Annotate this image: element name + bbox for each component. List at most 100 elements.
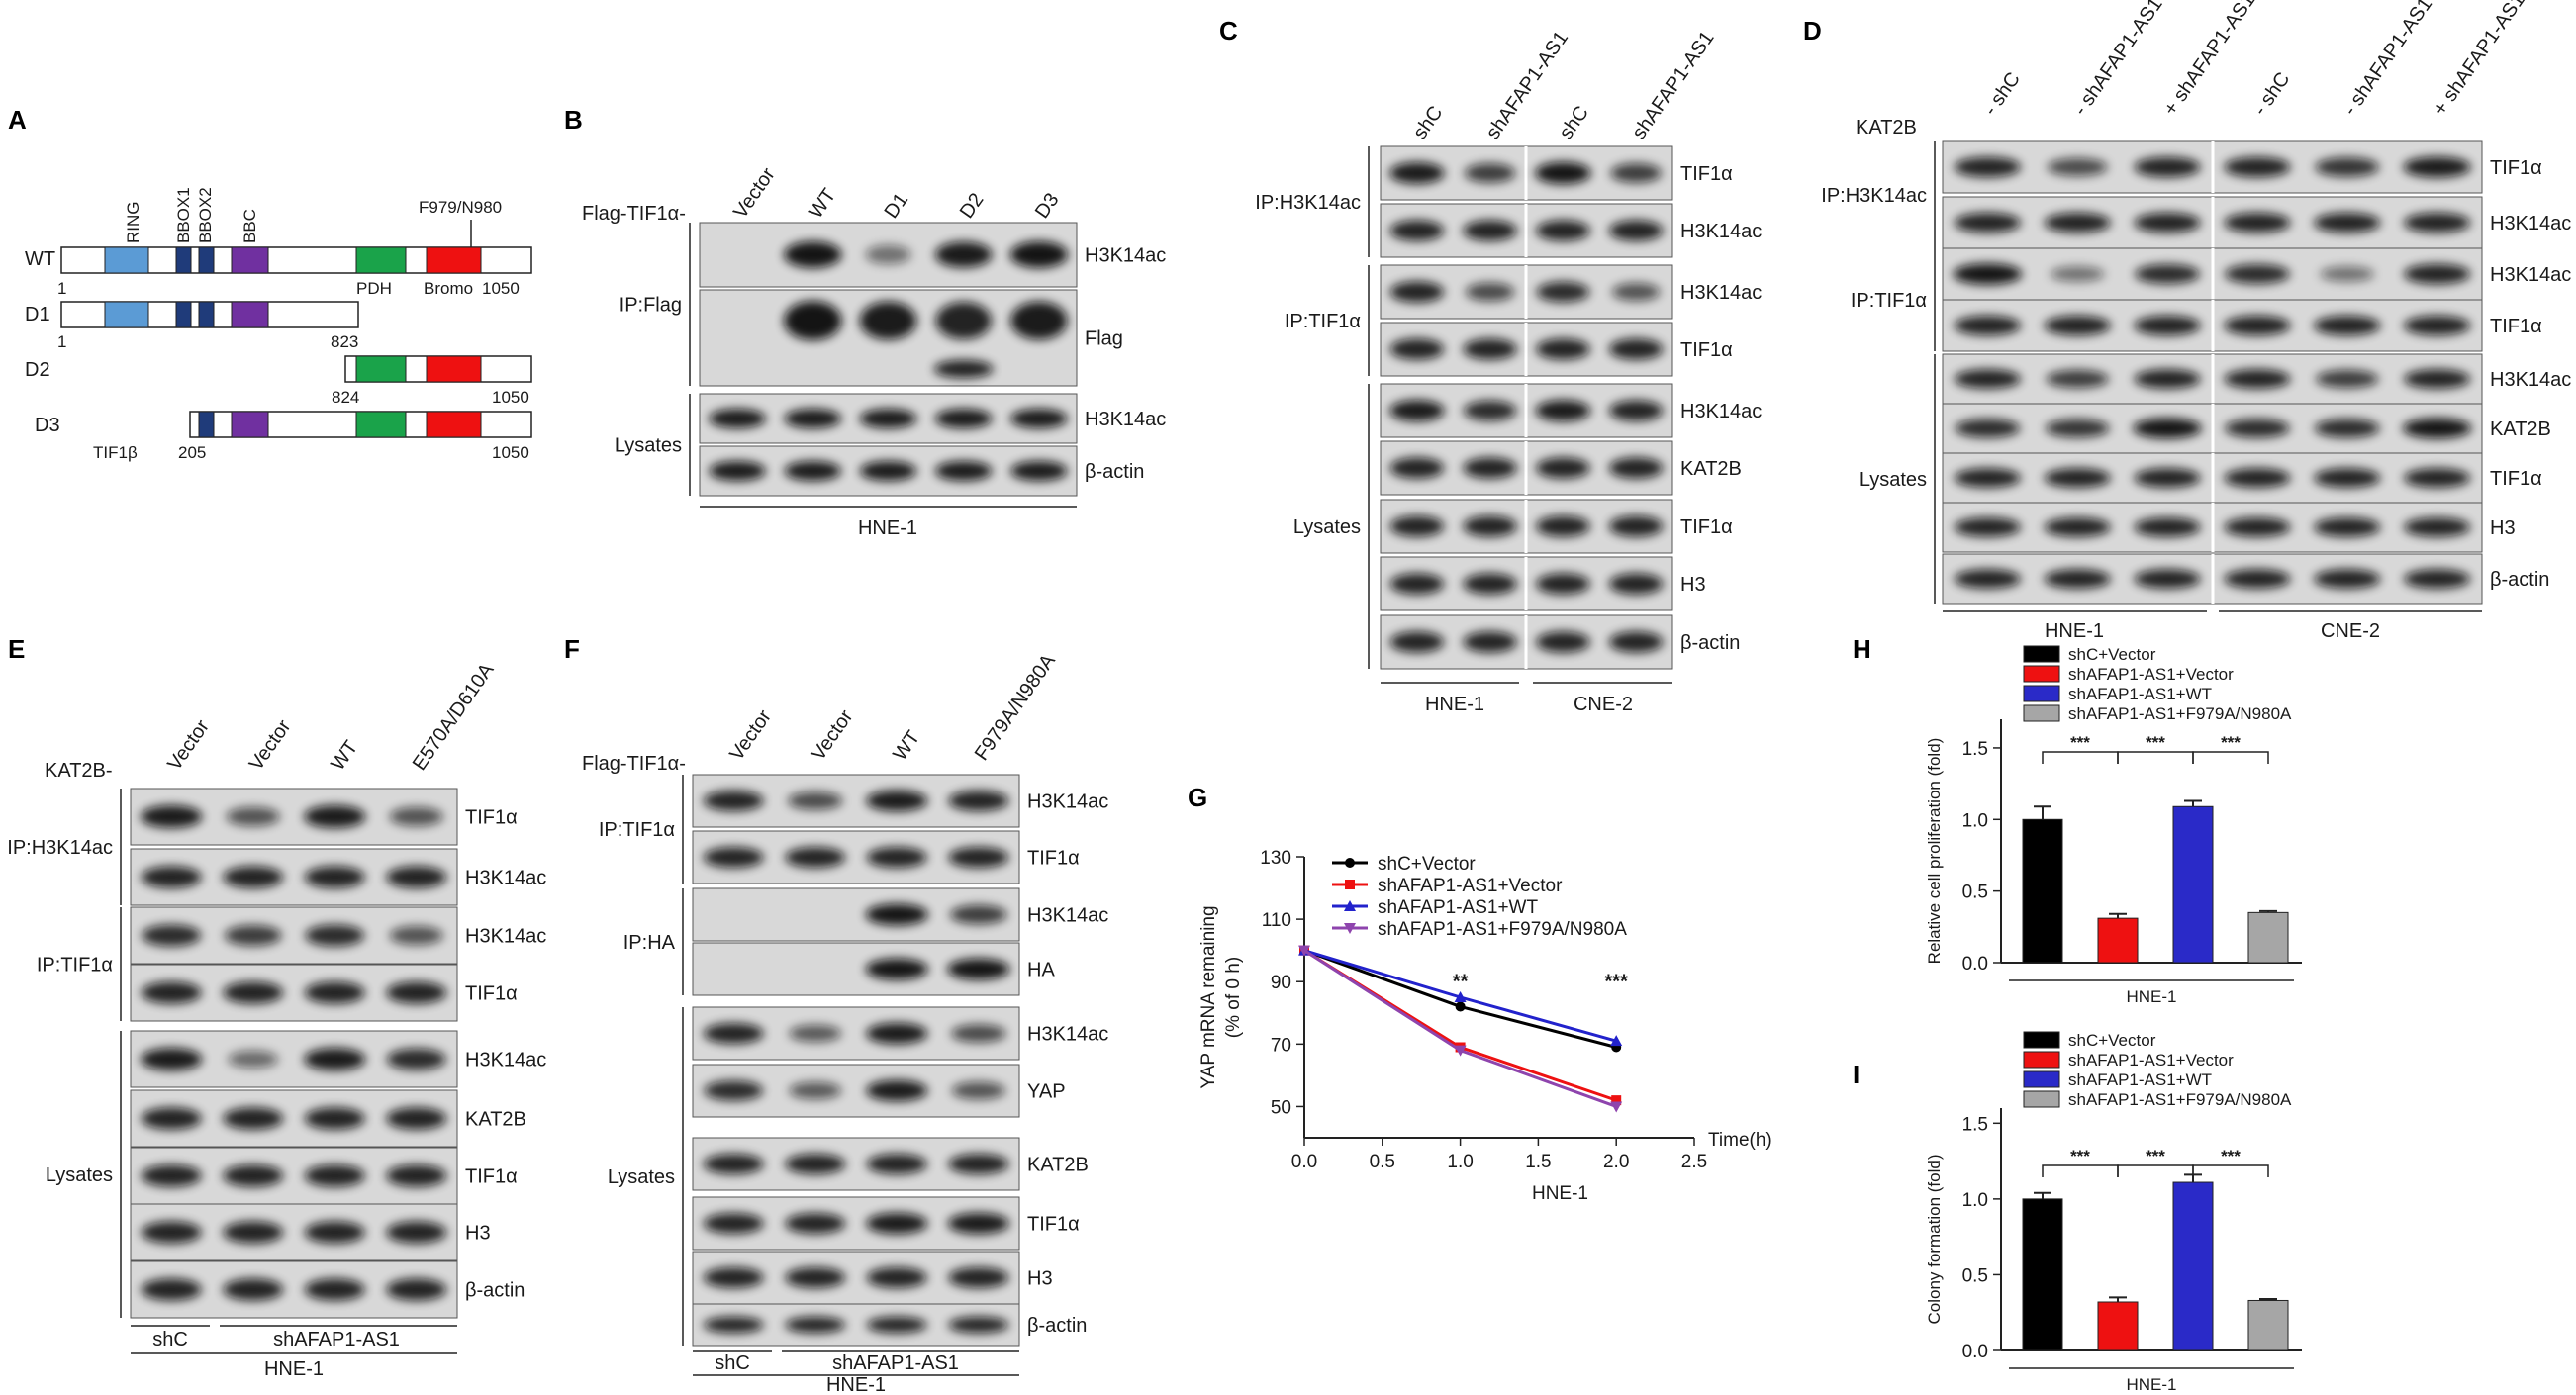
legend-label: shAFAP1-AS1+F979A/N980A <box>2068 1090 2292 1109</box>
blot-band <box>141 866 202 888</box>
bbox1-label: BBOX1 <box>174 187 193 243</box>
band-label: HA <box>1027 960 1055 981</box>
significance-bracket <box>2042 751 2119 764</box>
blot-band <box>1009 241 1069 268</box>
lane-label: D3 <box>1031 189 1064 223</box>
blot-band <box>784 241 842 268</box>
legend-label: shAFAP1-AS1+F979A/N980A <box>2068 704 2292 723</box>
row-label-wt: WT <box>25 248 55 270</box>
blot-band <box>224 925 282 946</box>
blot-band <box>784 301 842 340</box>
blot-band <box>1536 515 1590 537</box>
blot-band <box>2404 212 2471 233</box>
blot-band <box>2044 517 2111 537</box>
bromo-label: Bromo <box>424 279 473 298</box>
legend-label: shAFAP1-AS1+Vector <box>2068 1051 2234 1070</box>
blot-band <box>2404 315 2471 336</box>
bar <box>2097 1301 2139 1351</box>
blot-band <box>1954 156 2021 178</box>
domain-diagram: WT RING BBOX1 BBOX2 BBC F979/N980 PDH Br… <box>25 187 532 462</box>
blot-band <box>1608 220 1664 241</box>
legend-swatch <box>2023 645 2060 663</box>
band-label: KAT2B <box>2490 418 2551 440</box>
blot-band <box>228 1050 279 1069</box>
band-label: TIF1α <box>465 983 518 1005</box>
blot-band <box>2044 315 2111 336</box>
legend-marker <box>1344 900 1356 911</box>
wt-bbox1-domain <box>175 246 192 274</box>
blot-band <box>1389 400 1445 421</box>
blot-band <box>1608 457 1664 479</box>
lane-label: shAFAP1-AS1 <box>1628 28 1718 143</box>
blot-band <box>2044 212 2111 233</box>
significance-bracket <box>2117 1164 2194 1177</box>
d3-bbc-domain <box>231 411 269 438</box>
lane-label: - shC <box>1979 68 2024 120</box>
legend-swatch <box>2023 1051 2060 1069</box>
blot-band <box>1463 220 1517 241</box>
blot-band <box>785 1316 846 1334</box>
blot-band <box>866 1154 927 1174</box>
legend-label: shAFAP1-AS1+WT <box>1378 897 1538 918</box>
blot-band <box>304 866 365 888</box>
blot-band <box>947 958 1010 980</box>
d3-bbox2-domain <box>198 411 215 438</box>
band-label: H3K14ac <box>2490 369 2571 391</box>
blot-band <box>1389 162 1445 184</box>
y-tick-label: 1.5 <box>1962 739 1988 760</box>
blot-band <box>947 1212 1009 1235</box>
y-tick-label: 0.0 <box>1962 954 1988 975</box>
blot-band <box>1010 301 1068 340</box>
blot-band <box>1464 163 1516 183</box>
blot-band <box>2404 517 2471 537</box>
data-point <box>1454 1045 1467 1057</box>
group-label: Lysates <box>608 1166 675 1188</box>
band-label: H3K14ac <box>1085 409 1166 430</box>
lane-label: E570A/D610A <box>409 659 499 775</box>
blot-band <box>703 1023 764 1044</box>
significance-bracket <box>2192 1164 2269 1177</box>
band-label: TIF1α <box>2490 316 2542 337</box>
blot-band <box>223 1107 284 1130</box>
band-label: YAP <box>1027 1081 1066 1103</box>
blot-band <box>1389 281 1445 303</box>
legend-label: shAFAP1-AS1+Vector <box>1378 876 1563 896</box>
significance-label: *** <box>2221 1147 2241 1165</box>
band-label: H3 <box>1680 574 1706 596</box>
d1-end-label: 823 <box>331 332 358 351</box>
lane-label: shC <box>1555 102 1592 143</box>
band-label: TIF1α <box>1680 163 1733 185</box>
band-label: TIF1α <box>1680 339 1733 361</box>
lane-label: F979A/N980A <box>971 650 1060 765</box>
band-label: TIF1α <box>1027 1214 1080 1236</box>
band-label: H3K14ac <box>465 926 546 948</box>
band-label: H3 <box>2490 517 2516 539</box>
blot-band <box>703 790 764 811</box>
d3-pdh-domain <box>355 411 407 438</box>
blot-band <box>1535 400 1591 421</box>
cell-line-label: HNE-1 <box>264 1358 324 1380</box>
blot-band <box>948 1154 1009 1174</box>
blot-band <box>866 1267 927 1288</box>
y-tick-label: 1.5 <box>1962 1114 1988 1135</box>
blot-band <box>386 1048 446 1070</box>
d3-bromo-domain <box>426 411 482 438</box>
blot-band <box>2134 369 2201 389</box>
significance-bracket <box>2192 751 2269 764</box>
blot-band <box>2402 418 2472 439</box>
legend-swatch <box>2023 704 2060 722</box>
blot-band <box>865 958 928 980</box>
band-label: TIF1α <box>2490 157 2542 179</box>
panel-label-c: C <box>1219 16 1238 46</box>
blot-band <box>785 1154 846 1174</box>
blot-band <box>305 924 365 947</box>
blot-band <box>304 1278 365 1301</box>
blot-panel-d: - shC - shAFAP1-AS1+ shAFAP1-AS1- shC - sh… <box>1821 0 2571 642</box>
blot-band <box>2224 212 2291 233</box>
blot-band <box>1465 282 1515 302</box>
blot-band <box>2134 156 2201 178</box>
group-label: Lysates <box>46 1164 113 1186</box>
blot-band <box>2224 369 2291 389</box>
blot-band <box>935 460 993 482</box>
